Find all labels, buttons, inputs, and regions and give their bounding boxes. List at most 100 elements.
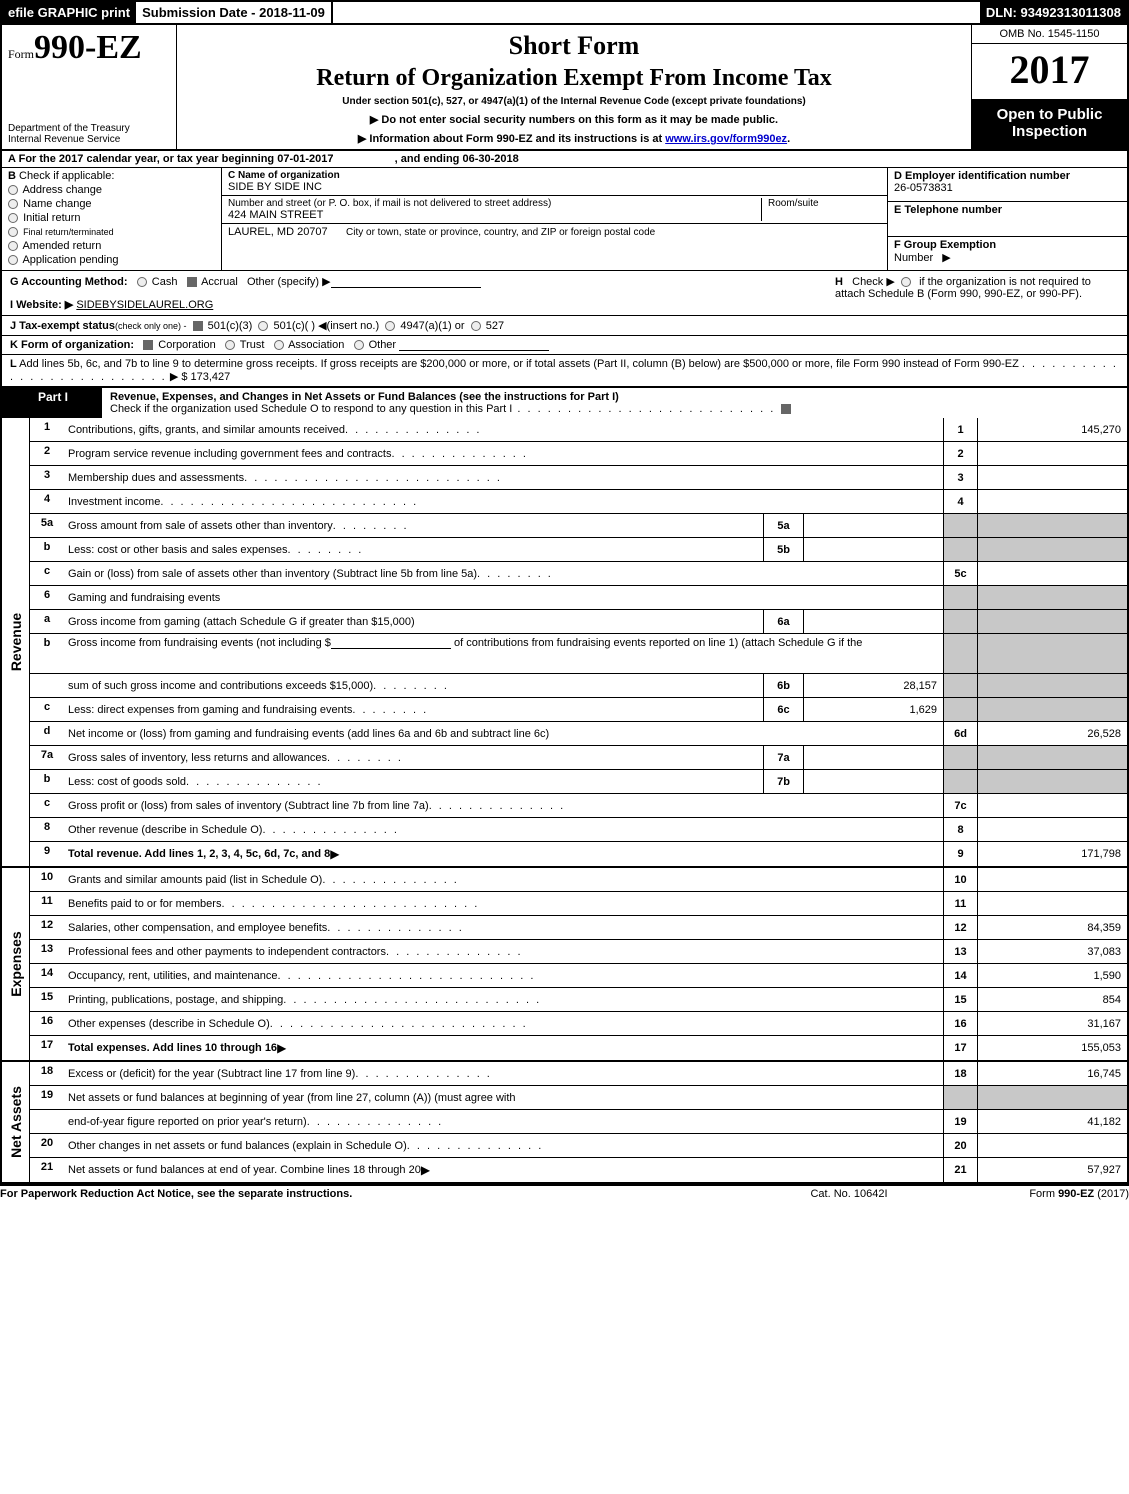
k-other-field[interactable] bbox=[399, 339, 549, 351]
sub-value bbox=[803, 770, 943, 793]
note-info-post: . bbox=[787, 133, 790, 145]
chk-application-pending[interactable]: Application pending bbox=[8, 254, 215, 266]
checkbox-icon[interactable] bbox=[187, 277, 197, 287]
other-specify-field[interactable] bbox=[331, 276, 481, 288]
line-value-shaded bbox=[977, 610, 1127, 633]
radio-icon[interactable] bbox=[901, 277, 911, 287]
line-value: 57,927 bbox=[977, 1158, 1127, 1182]
row-desc: Less: direct expenses from gaming and fu… bbox=[64, 698, 763, 721]
line-value-shaded bbox=[977, 746, 1127, 769]
fundraising-amount-field[interactable] bbox=[331, 637, 451, 649]
row-6b-bottom: sum of such gross income and contributio… bbox=[30, 674, 1127, 698]
line-num-shaded bbox=[943, 770, 977, 793]
row-num: 14 bbox=[30, 964, 64, 987]
sub-num: 6a bbox=[763, 610, 803, 633]
b-label: B bbox=[8, 170, 16, 182]
checkbox-icon[interactable] bbox=[193, 321, 203, 331]
footer-right-pre: Form bbox=[1029, 1188, 1058, 1200]
row-3: 3 Membership dues and assessments 3 bbox=[30, 466, 1127, 490]
radio-icon[interactable] bbox=[354, 340, 364, 350]
row-desc: Grants and similar amounts paid (list in… bbox=[64, 868, 943, 891]
row-19-bottom: end-of-year figure reported on prior yea… bbox=[30, 1110, 1127, 1134]
chk-address-change[interactable]: Address change bbox=[8, 184, 215, 196]
row-desc: Other revenue (describe in Schedule O) bbox=[64, 818, 943, 841]
row-desc: Gaming and fundraising events bbox=[64, 586, 943, 609]
row-desc: end-of-year figure reported on prior yea… bbox=[64, 1110, 943, 1133]
h-label: H bbox=[835, 276, 843, 288]
row-desc: Gain or (loss) from sale of assets other… bbox=[64, 562, 943, 585]
dept-line-2: Internal Revenue Service bbox=[8, 134, 170, 145]
g-accrual: Accrual bbox=[201, 276, 238, 288]
line-num: 4 bbox=[943, 490, 977, 513]
dots bbox=[386, 946, 523, 958]
line-value bbox=[977, 490, 1127, 513]
row-1: 1 Contributions, gifts, grants, and simi… bbox=[30, 418, 1127, 442]
row-2: 2 Program service revenue including gove… bbox=[30, 442, 1127, 466]
dots bbox=[283, 994, 541, 1006]
row-num: 4 bbox=[30, 490, 64, 513]
dots bbox=[270, 1018, 528, 1030]
org-name: SIDE BY SIDE INC bbox=[228, 181, 881, 193]
row-15: 15 Printing, publications, postage, and … bbox=[30, 988, 1127, 1012]
radio-icon[interactable] bbox=[385, 321, 395, 331]
chk-initial-return[interactable]: Initial return bbox=[8, 212, 215, 224]
sub-value bbox=[803, 538, 943, 561]
netassets-grid: 18 Excess or (deficit) for the year (Sub… bbox=[30, 1062, 1127, 1182]
dots bbox=[221, 898, 479, 910]
checkbox-icon[interactable] bbox=[143, 340, 153, 350]
room-suite-block: Room/suite bbox=[761, 198, 881, 221]
line-num: 3 bbox=[943, 466, 977, 489]
sub-num: 7b bbox=[763, 770, 803, 793]
info-link[interactable]: www.irs.gov/form990ez bbox=[665, 133, 787, 145]
radio-icon[interactable] bbox=[471, 321, 481, 331]
line-a-begin: 07-01-2017 bbox=[277, 153, 333, 165]
chk-amended-return[interactable]: Amended return bbox=[8, 240, 215, 252]
c-address-block: Number and street (or P. O. box, if mail… bbox=[228, 198, 761, 221]
line-num-shaded bbox=[943, 698, 977, 721]
row-12: 12 Salaries, other compensation, and emp… bbox=[30, 916, 1127, 940]
row-8: 8 Other revenue (describe in Schedule O)… bbox=[30, 818, 1127, 842]
checkbox-icon[interactable] bbox=[781, 404, 791, 414]
header-left: Form990-EZ Department of the Treasury In… bbox=[2, 25, 177, 149]
open-public-badge: Open to Public Inspection bbox=[972, 100, 1127, 149]
radio-icon[interactable] bbox=[274, 340, 284, 350]
row-num: 19 bbox=[30, 1086, 64, 1109]
g-other: Other (specify) ▶ bbox=[247, 276, 331, 288]
chk-name-change[interactable]: Name change bbox=[8, 198, 215, 210]
line-value: 26,528 bbox=[977, 722, 1127, 745]
g-row: G Accounting Method: Cash Accrual Other … bbox=[10, 275, 819, 288]
radio-icon[interactable] bbox=[225, 340, 235, 350]
line-num-shaded bbox=[943, 610, 977, 633]
line-value bbox=[977, 794, 1127, 817]
dots bbox=[407, 1140, 544, 1152]
row-17: 17 Total expenses. Add lines 10 through … bbox=[30, 1036, 1127, 1060]
row-desc: Other changes in net assets or fund bala… bbox=[64, 1134, 943, 1157]
row-6d: d Net income or (loss) from gaming and f… bbox=[30, 722, 1127, 746]
row-desc: Less: cost of goods sold bbox=[64, 770, 763, 793]
row-desc: Professional fees and other payments to … bbox=[64, 940, 943, 963]
row-desc: Contributions, gifts, grants, and simila… bbox=[64, 418, 943, 441]
row-desc: Net assets or fund balances at beginning… bbox=[64, 1086, 943, 1109]
submission-date: Submission Date - 2018-11-09 bbox=[136, 2, 333, 23]
row-num: a bbox=[30, 610, 64, 633]
radio-icon[interactable] bbox=[137, 277, 147, 287]
row-9: 9 Total revenue. Add lines 1, 2, 3, 4, 5… bbox=[30, 842, 1127, 866]
row-13: 13 Professional fees and other payments … bbox=[30, 940, 1127, 964]
row-10: 10 Grants and similar amounts paid (list… bbox=[30, 868, 1127, 892]
radio-icon[interactable] bbox=[258, 321, 268, 331]
line-num-shaded bbox=[943, 634, 977, 673]
line-num: 8 bbox=[943, 818, 977, 841]
chk-final-return[interactable]: Final return/terminated bbox=[8, 226, 215, 238]
row-num: 9 bbox=[30, 842, 64, 866]
j-527: 527 bbox=[486, 320, 504, 332]
row-num: 21 bbox=[30, 1158, 64, 1182]
row-20: 20 Other changes in net assets or fund b… bbox=[30, 1134, 1127, 1158]
netassets-label: Net Assets bbox=[8, 1086, 24, 1158]
row-desc: Total expenses. Add lines 10 through 16 bbox=[64, 1036, 943, 1060]
dln-label: DLN: 93492313011308 bbox=[980, 2, 1127, 23]
row-desc: Gross amount from sale of assets other t… bbox=[64, 514, 763, 537]
line-value bbox=[977, 466, 1127, 489]
row-num: 15 bbox=[30, 988, 64, 1011]
f-label: F Group Exemption bbox=[894, 239, 996, 251]
dots bbox=[429, 800, 566, 812]
